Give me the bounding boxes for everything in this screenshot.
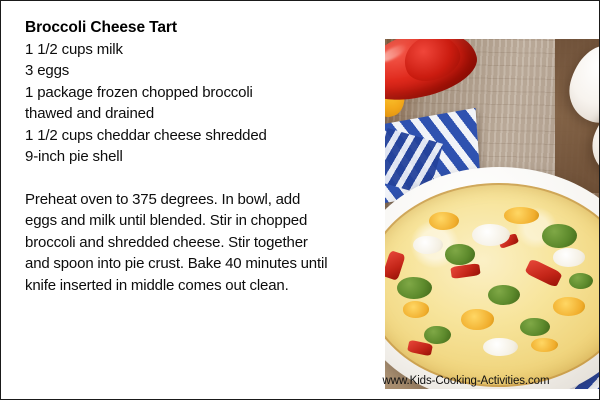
website-url: www.Kids-Cooking-Activities.com bbox=[382, 375, 550, 387]
broccoli-piece bbox=[488, 285, 521, 306]
egg-curd-piece bbox=[482, 338, 518, 357]
recipe-title: Broccoli Cheese Tart bbox=[25, 19, 177, 36]
cheese-piece bbox=[461, 309, 494, 330]
egg-curd-piece bbox=[472, 223, 510, 247]
recipe-text-column: Broccoli Cheese Tart 1 1/2 cups milk 3 e… bbox=[25, 17, 337, 296]
recipe-photo bbox=[385, 39, 599, 389]
recipe-photo-figure bbox=[385, 39, 599, 389]
white-baking-dish bbox=[385, 167, 599, 389]
tart-crust-edge bbox=[385, 183, 599, 387]
broccoli-piece bbox=[445, 244, 475, 265]
egg-curd-piece bbox=[552, 248, 585, 267]
cheese-piece bbox=[402, 301, 430, 318]
cheese-piece bbox=[429, 211, 459, 230]
quiche-filling bbox=[385, 183, 599, 387]
ingredient-item: 1 package frozen chopped broccoli bbox=[25, 83, 253, 101]
broccoli-piece bbox=[541, 223, 577, 249]
ingredient-item: 1 1/2 cups cheddar cheese shredded bbox=[25, 126, 267, 144]
cheese-piece bbox=[552, 297, 585, 316]
broccoli-piece bbox=[423, 325, 451, 345]
ingredient-item: thawed and drained bbox=[25, 105, 155, 122]
ingredient-list: 1 1/2 cups milk 3 eggs 1 package frozen … bbox=[25, 39, 337, 168]
egg-curd-piece bbox=[413, 236, 443, 255]
ingredient-item: 9-inch pie shell bbox=[25, 148, 123, 165]
broccoli-piece bbox=[568, 272, 593, 290]
recipe-instructions: Preheat oven to 375 degrees. In bowl, ad… bbox=[25, 190, 328, 294]
red-bell-pepper-lobe bbox=[397, 39, 466, 89]
broccoli-piece bbox=[397, 276, 432, 300]
ingredient-item: 3 eggs bbox=[25, 62, 70, 79]
broccoli-piece bbox=[520, 317, 550, 336]
cheese-piece bbox=[504, 207, 540, 224]
cheese-piece bbox=[531, 338, 558, 353]
ingredient-item: 1 1/2 cups milk bbox=[25, 40, 123, 58]
